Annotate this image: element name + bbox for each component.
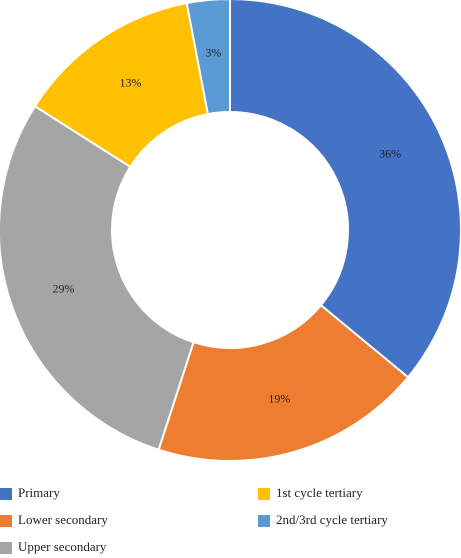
data-label: 29% — [52, 282, 74, 296]
donut-slice — [157, 303, 410, 462]
legend-label: Primary — [18, 485, 60, 500]
legend-swatch — [0, 488, 12, 500]
legend-label: Upper secondary — [18, 539, 107, 554]
legend-label: Lower secondary — [18, 512, 108, 527]
data-label: 3% — [205, 46, 221, 60]
legend-swatch — [0, 515, 12, 527]
legend-swatch — [258, 515, 270, 527]
legend-label: 2nd/3rd cycle tertiary — [276, 512, 388, 527]
donut-slice — [185, 0, 231, 116]
data-label: 19% — [268, 392, 290, 406]
data-label: 36% — [379, 146, 401, 160]
legend-swatch — [0, 542, 12, 554]
donut-slice — [229, 0, 461, 379]
data-label: 13% — [120, 75, 142, 89]
donut-slice — [0, 104, 195, 451]
legend-swatch — [258, 488, 270, 500]
legend-label: 1st cycle tertiary — [276, 485, 363, 500]
